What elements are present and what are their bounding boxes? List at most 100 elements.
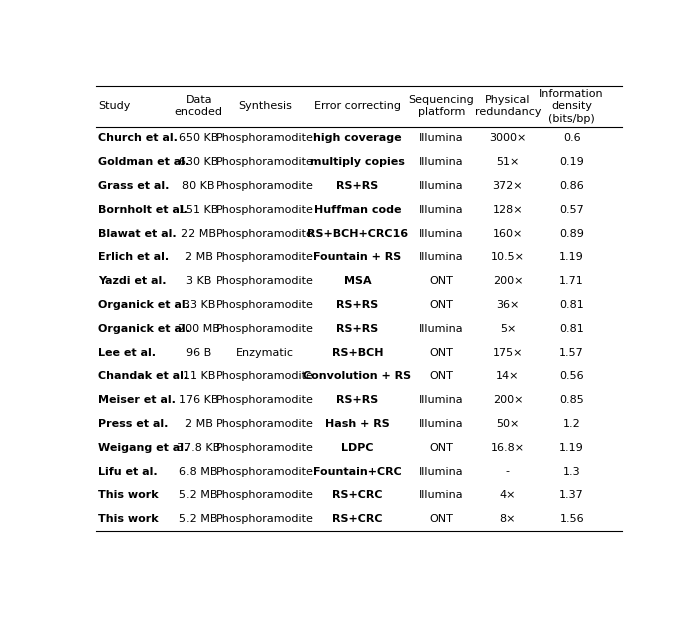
Text: RS+CRC: RS+CRC [332,490,383,501]
Text: Illumina: Illumina [419,229,464,239]
Text: MSA: MSA [344,276,371,286]
Text: Yazdi et al.: Yazdi et al. [98,276,167,286]
Text: RS+RS: RS+RS [336,300,379,310]
Text: Enzymatic: Enzymatic [236,347,294,358]
Text: Grass et al.: Grass et al. [98,181,169,191]
Text: 0.86: 0.86 [559,181,584,191]
Text: RS+BCH: RS+BCH [332,347,383,358]
Text: 160×: 160× [493,229,523,239]
Text: 36×: 36× [496,300,519,310]
Text: 11 KB: 11 KB [183,371,215,381]
Text: Illumina: Illumina [419,133,464,143]
Text: 0.19: 0.19 [559,157,584,167]
Text: Phosphoramodite: Phosphoramodite [216,252,314,263]
Text: 51×: 51× [496,157,519,167]
Text: 0.56: 0.56 [559,371,584,381]
Text: RS+BCH+CRC16: RS+BCH+CRC16 [307,229,408,239]
Text: 6.8 MB: 6.8 MB [179,467,218,476]
Text: RS+RS: RS+RS [336,395,379,405]
Text: Erlich et al.: Erlich et al. [98,252,169,263]
Text: 151 KB: 151 KB [179,205,218,215]
Text: Phosphoramodite: Phosphoramodite [216,276,314,286]
Text: Huffman code: Huffman code [314,205,401,215]
Text: 16.8×: 16.8× [491,442,525,453]
Text: ONT: ONT [430,514,454,524]
Text: Illumina: Illumina [419,490,464,501]
Text: 3000×: 3000× [489,133,526,143]
Text: 1.56: 1.56 [559,514,584,524]
Text: 96 B: 96 B [186,347,211,358]
Text: Organick et al.: Organick et al. [98,324,190,334]
Text: multiply copies: multiply copies [310,157,405,167]
Text: 128×: 128× [493,205,524,215]
Text: 200×: 200× [493,276,523,286]
Text: Bornholt et al.: Bornholt et al. [98,205,188,215]
Text: Physical
redundancy: Physical redundancy [475,95,541,117]
Text: 2 MB: 2 MB [185,252,213,263]
Text: Phosphoramodite: Phosphoramodite [216,157,314,167]
Text: Phosphoramodite: Phosphoramodite [216,371,314,381]
Text: 3 KB: 3 KB [186,276,211,286]
Text: RS+RS: RS+RS [336,181,379,191]
Text: Organick et al.: Organick et al. [98,300,190,310]
Text: ONT: ONT [430,371,454,381]
Text: Fountain+CRC: Fountain+CRC [313,467,402,476]
Text: 176 KB: 176 KB [179,395,218,405]
Text: 372×: 372× [493,181,524,191]
Text: Weigang et al.: Weigang et al. [98,442,188,453]
Text: Illumina: Illumina [419,181,464,191]
Text: Phosphoramodite: Phosphoramodite [216,300,314,310]
Text: 0.57: 0.57 [559,205,584,215]
Text: Error correcting: Error correcting [314,101,401,111]
Text: This work: This work [98,514,159,524]
Text: 33 KB: 33 KB [183,300,215,310]
Text: Illumina: Illumina [419,157,464,167]
Text: Blawat et al.: Blawat et al. [98,229,177,239]
Text: Phosphoramodite: Phosphoramodite [216,205,314,215]
Text: 200×: 200× [493,395,523,405]
Text: RS+RS: RS+RS [336,324,379,334]
Text: Illumina: Illumina [419,395,464,405]
Text: 1.19: 1.19 [559,442,584,453]
Text: Synthesis: Synthesis [238,101,292,111]
Text: Information
density
(bits/bp): Information density (bits/bp) [540,89,604,124]
Text: Study: Study [98,101,131,111]
Text: Meiser et al.: Meiser et al. [98,395,176,405]
Text: 200 MB: 200 MB [178,324,220,334]
Text: Illumina: Illumina [419,467,464,476]
Text: 22 MB: 22 MB [181,229,216,239]
Text: 1.71: 1.71 [559,276,584,286]
Text: Phosphoramodite: Phosphoramodite [216,229,314,239]
Text: 10.5×: 10.5× [491,252,525,263]
Text: Phosphoramodite: Phosphoramodite [216,467,314,476]
Text: This work: This work [98,490,159,501]
Text: 80 KB: 80 KB [183,181,215,191]
Text: 1.2: 1.2 [563,419,580,429]
Text: Lifu et al.: Lifu et al. [98,467,158,476]
Text: 630 KB: 630 KB [179,157,218,167]
Text: Church et al.: Church et al. [98,133,178,143]
Text: 0.81: 0.81 [559,300,584,310]
Text: 0.81: 0.81 [559,324,584,334]
Text: 2 MB: 2 MB [185,419,213,429]
Text: 5.2 MB: 5.2 MB [179,490,218,501]
Text: 650 KB: 650 KB [179,133,218,143]
Text: Illumina: Illumina [419,205,464,215]
Text: Lee et al.: Lee et al. [98,347,156,358]
Text: ONT: ONT [430,300,454,310]
Text: LDPC: LDPC [341,442,374,453]
Text: 5×: 5× [500,324,516,334]
Text: 14×: 14× [496,371,519,381]
Text: 1.57: 1.57 [559,347,584,358]
Text: 1.19: 1.19 [559,252,584,263]
Text: RS+CRC: RS+CRC [332,514,383,524]
Text: 37.8 KB: 37.8 KB [177,442,220,453]
Text: high coverage: high coverage [313,133,402,143]
Text: 4×: 4× [500,490,516,501]
Text: 8×: 8× [500,514,516,524]
Text: Phosphoramodite: Phosphoramodite [216,133,314,143]
Text: 5.2 MB: 5.2 MB [179,514,218,524]
Text: 1.37: 1.37 [559,490,584,501]
Text: Press et al.: Press et al. [98,419,169,429]
Text: Sequencing
platform: Sequencing platform [409,95,475,117]
